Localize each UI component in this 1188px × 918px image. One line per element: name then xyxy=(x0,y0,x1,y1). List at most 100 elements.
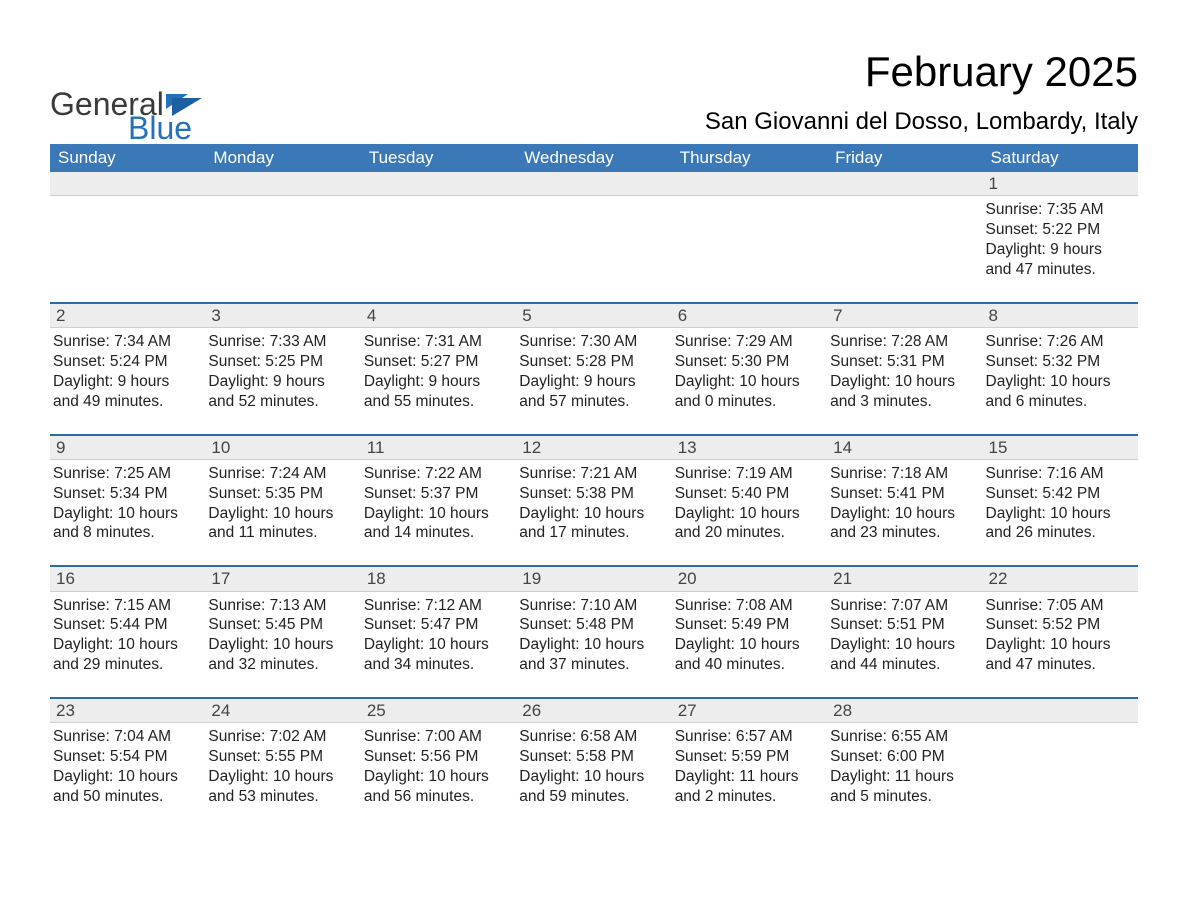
day-details: Sunrise: 7:02 AMSunset: 5:55 PMDaylight:… xyxy=(205,723,360,806)
day-cell: 3Sunrise: 7:33 AMSunset: 5:25 PMDaylight… xyxy=(205,302,360,434)
day-cell: 23Sunrise: 7:04 AMSunset: 5:54 PMDayligh… xyxy=(50,697,205,829)
day-number: 9 xyxy=(50,434,205,460)
day-cell xyxy=(361,172,516,302)
day-number: 18 xyxy=(361,565,516,591)
day-cell: 6Sunrise: 7:29 AMSunset: 5:30 PMDaylight… xyxy=(672,302,827,434)
day-number: 3 xyxy=(205,302,360,328)
day-number xyxy=(50,172,205,196)
day-cell xyxy=(50,172,205,302)
weekday-header: Saturday xyxy=(983,144,1138,172)
day-number: 23 xyxy=(50,697,205,723)
day-details: Sunrise: 7:21 AMSunset: 5:38 PMDaylight:… xyxy=(516,460,671,543)
week-row: 1Sunrise: 7:35 AMSunset: 5:22 PMDaylight… xyxy=(50,172,1138,302)
day-number xyxy=(516,172,671,196)
day-number: 10 xyxy=(205,434,360,460)
day-number: 2 xyxy=(50,302,205,328)
day-number xyxy=(983,697,1138,723)
day-cell: 25Sunrise: 7:00 AMSunset: 5:56 PMDayligh… xyxy=(361,697,516,829)
day-cell xyxy=(827,172,982,302)
weekday-header: Thursday xyxy=(672,144,827,172)
day-cell: 15Sunrise: 7:16 AMSunset: 5:42 PMDayligh… xyxy=(983,434,1138,566)
day-details: Sunrise: 7:12 AMSunset: 5:47 PMDaylight:… xyxy=(361,592,516,675)
day-number: 1 xyxy=(983,172,1138,196)
day-cell: 19Sunrise: 7:10 AMSunset: 5:48 PMDayligh… xyxy=(516,565,671,697)
weekday-header: Sunday xyxy=(50,144,205,172)
day-details: Sunrise: 7:08 AMSunset: 5:49 PMDaylight:… xyxy=(672,592,827,675)
day-details: Sunrise: 7:25 AMSunset: 5:34 PMDaylight:… xyxy=(50,460,205,543)
day-number: 14 xyxy=(827,434,982,460)
day-number xyxy=(672,172,827,196)
day-cell: 22Sunrise: 7:05 AMSunset: 5:52 PMDayligh… xyxy=(983,565,1138,697)
weekday-header: Friday xyxy=(827,144,982,172)
day-cell: 2Sunrise: 7:34 AMSunset: 5:24 PMDaylight… xyxy=(50,302,205,434)
day-details: Sunrise: 7:30 AMSunset: 5:28 PMDaylight:… xyxy=(516,328,671,411)
week-row: 23Sunrise: 7:04 AMSunset: 5:54 PMDayligh… xyxy=(50,697,1138,829)
day-number: 12 xyxy=(516,434,671,460)
day-details: Sunrise: 7:10 AMSunset: 5:48 PMDaylight:… xyxy=(516,592,671,675)
header-row: General Blue February 2025 San Giovanni … xyxy=(50,50,1138,144)
day-details: Sunrise: 7:13 AMSunset: 5:45 PMDaylight:… xyxy=(205,592,360,675)
weekday-header-row: Sunday Monday Tuesday Wednesday Thursday… xyxy=(50,144,1138,172)
day-cell: 27Sunrise: 6:57 AMSunset: 5:59 PMDayligh… xyxy=(672,697,827,829)
month-title: February 2025 xyxy=(705,50,1138,94)
day-details: Sunrise: 7:34 AMSunset: 5:24 PMDaylight:… xyxy=(50,328,205,411)
day-cell: 20Sunrise: 7:08 AMSunset: 5:49 PMDayligh… xyxy=(672,565,827,697)
weekday-header: Wednesday xyxy=(516,144,671,172)
day-cell: 17Sunrise: 7:13 AMSunset: 5:45 PMDayligh… xyxy=(205,565,360,697)
day-cell: 5Sunrise: 7:30 AMSunset: 5:28 PMDaylight… xyxy=(516,302,671,434)
day-details: Sunrise: 7:15 AMSunset: 5:44 PMDaylight:… xyxy=(50,592,205,675)
day-number: 27 xyxy=(672,697,827,723)
day-details: Sunrise: 7:31 AMSunset: 5:27 PMDaylight:… xyxy=(361,328,516,411)
title-block: February 2025 San Giovanni del Dosso, Lo… xyxy=(705,50,1138,144)
day-details: Sunrise: 7:18 AMSunset: 5:41 PMDaylight:… xyxy=(827,460,982,543)
day-number: 20 xyxy=(672,565,827,591)
day-number: 24 xyxy=(205,697,360,723)
day-number: 22 xyxy=(983,565,1138,591)
day-cell: 4Sunrise: 7:31 AMSunset: 5:27 PMDaylight… xyxy=(361,302,516,434)
day-number: 13 xyxy=(672,434,827,460)
day-details: Sunrise: 7:28 AMSunset: 5:31 PMDaylight:… xyxy=(827,328,982,411)
day-number: 17 xyxy=(205,565,360,591)
calendar-page: General Blue February 2025 San Giovanni … xyxy=(0,0,1188,869)
day-details: Sunrise: 7:33 AMSunset: 5:25 PMDaylight:… xyxy=(205,328,360,411)
day-details: Sunrise: 7:29 AMSunset: 5:30 PMDaylight:… xyxy=(672,328,827,411)
day-number xyxy=(827,172,982,196)
day-cell xyxy=(205,172,360,302)
day-number: 11 xyxy=(361,434,516,460)
day-details: Sunrise: 7:26 AMSunset: 5:32 PMDaylight:… xyxy=(983,328,1138,411)
day-details: Sunrise: 7:07 AMSunset: 5:51 PMDaylight:… xyxy=(827,592,982,675)
day-number xyxy=(361,172,516,196)
day-cell: 16Sunrise: 7:15 AMSunset: 5:44 PMDayligh… xyxy=(50,565,205,697)
day-number: 26 xyxy=(516,697,671,723)
weekday-header: Monday xyxy=(205,144,360,172)
day-cell xyxy=(983,697,1138,829)
day-cell: 28Sunrise: 6:55 AMSunset: 6:00 PMDayligh… xyxy=(827,697,982,829)
day-cell xyxy=(516,172,671,302)
day-cell: 9Sunrise: 7:25 AMSunset: 5:34 PMDaylight… xyxy=(50,434,205,566)
logo: General Blue xyxy=(50,88,202,144)
day-cell: 18Sunrise: 7:12 AMSunset: 5:47 PMDayligh… xyxy=(361,565,516,697)
day-details: Sunrise: 7:35 AMSunset: 5:22 PMDaylight:… xyxy=(983,196,1138,279)
week-row: 16Sunrise: 7:15 AMSunset: 5:44 PMDayligh… xyxy=(50,565,1138,697)
day-cell xyxy=(672,172,827,302)
day-details: Sunrise: 7:00 AMSunset: 5:56 PMDaylight:… xyxy=(361,723,516,806)
day-cell: 11Sunrise: 7:22 AMSunset: 5:37 PMDayligh… xyxy=(361,434,516,566)
day-cell: 24Sunrise: 7:02 AMSunset: 5:55 PMDayligh… xyxy=(205,697,360,829)
day-details: Sunrise: 7:24 AMSunset: 5:35 PMDaylight:… xyxy=(205,460,360,543)
day-number: 25 xyxy=(361,697,516,723)
day-number: 21 xyxy=(827,565,982,591)
day-cell: 13Sunrise: 7:19 AMSunset: 5:40 PMDayligh… xyxy=(672,434,827,566)
calendar-table: Sunday Monday Tuesday Wednesday Thursday… xyxy=(50,144,1138,829)
day-number: 8 xyxy=(983,302,1138,328)
day-details: Sunrise: 7:04 AMSunset: 5:54 PMDaylight:… xyxy=(50,723,205,806)
day-number: 19 xyxy=(516,565,671,591)
day-cell: 26Sunrise: 6:58 AMSunset: 5:58 PMDayligh… xyxy=(516,697,671,829)
day-number: 4 xyxy=(361,302,516,328)
day-cell: 1Sunrise: 7:35 AMSunset: 5:22 PMDaylight… xyxy=(983,172,1138,302)
week-row: 2Sunrise: 7:34 AMSunset: 5:24 PMDaylight… xyxy=(50,302,1138,434)
day-number: 28 xyxy=(827,697,982,723)
day-cell: 8Sunrise: 7:26 AMSunset: 5:32 PMDaylight… xyxy=(983,302,1138,434)
day-cell: 7Sunrise: 7:28 AMSunset: 5:31 PMDaylight… xyxy=(827,302,982,434)
day-details: Sunrise: 7:16 AMSunset: 5:42 PMDaylight:… xyxy=(983,460,1138,543)
week-row: 9Sunrise: 7:25 AMSunset: 5:34 PMDaylight… xyxy=(50,434,1138,566)
